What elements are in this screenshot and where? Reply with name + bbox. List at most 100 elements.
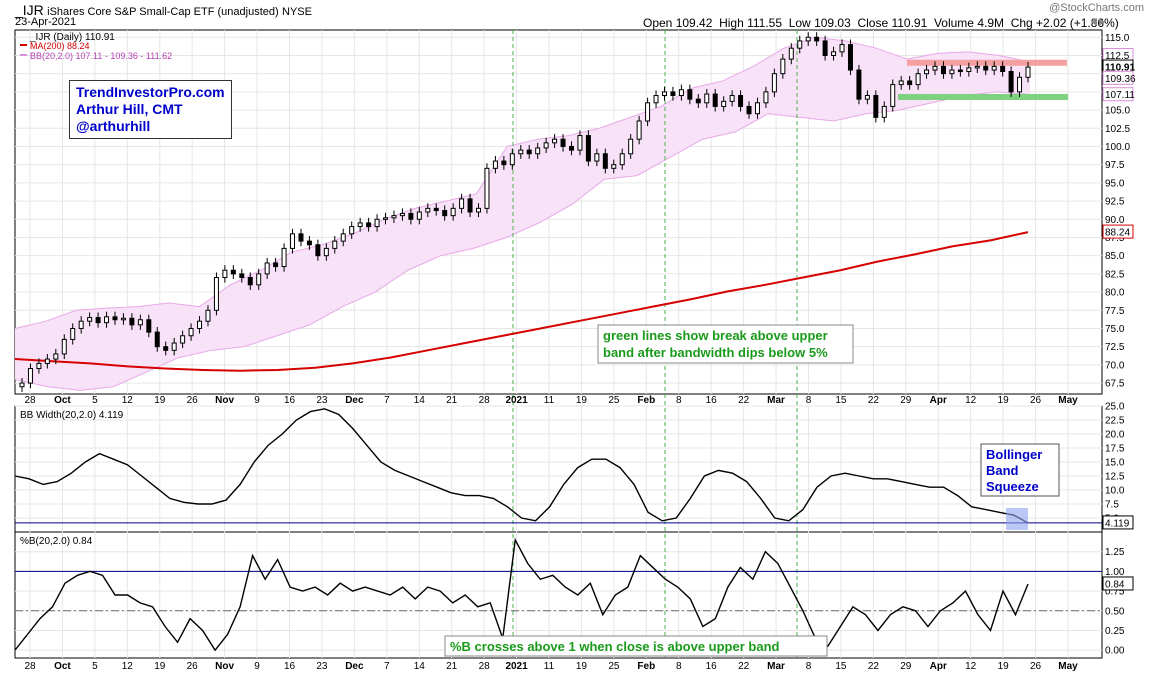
x-tick-label: 8 <box>676 661 682 672</box>
candle-body <box>940 65 946 75</box>
candle-body <box>366 222 372 228</box>
badge-bb-mid-box <box>1102 70 1134 85</box>
candle-body <box>983 65 989 71</box>
x-tick-label: 26 <box>1030 661 1042 672</box>
candle-body <box>890 84 896 107</box>
x-tick-label: 12 <box>122 661 134 672</box>
candle-body <box>171 342 177 351</box>
y-tick-label: 10.0 <box>1105 486 1125 497</box>
y-tick-label: 0.25 <box>1105 626 1125 637</box>
candle-body <box>467 198 473 213</box>
candle-body <box>112 316 118 321</box>
x-tick-label: 5 <box>92 395 98 406</box>
x-tick-label: Nov <box>215 661 234 672</box>
y-tick-label: 20.0 <box>1105 430 1125 441</box>
squeeze-line3: Squeeze <box>986 479 1039 494</box>
x-tick-label: 28 <box>479 661 491 672</box>
legend-bbwidth: BB Width(20,2.0) 4.119 <box>20 410 124 421</box>
candle-body <box>526 149 532 155</box>
pctb-panel-frame <box>14 531 1103 659</box>
candle-body <box>509 153 515 166</box>
candle-body <box>433 207 439 212</box>
candle-body <box>1000 65 1006 72</box>
candle-body <box>611 164 617 169</box>
candle-body <box>577 135 583 151</box>
x-tick-label: Nov <box>215 395 234 406</box>
squeeze-box: Bollinger Band Squeeze <box>980 443 1060 497</box>
x-tick-label: May <box>1058 395 1078 406</box>
y-tick-label: 72.5 <box>1105 342 1125 353</box>
y-tick-label: 92.5 <box>1105 197 1125 208</box>
candle-body <box>281 247 287 268</box>
y-tick-label: 7.5 <box>1105 500 1119 511</box>
candle-body <box>492 160 498 169</box>
security-name: iShares Core S&P Small-Cap ETF (unadjust… <box>47 6 279 18</box>
support-zone <box>898 93 1068 100</box>
candle-body <box>560 138 566 147</box>
candle-body <box>95 317 101 324</box>
candle-body <box>213 277 219 311</box>
pctb-note: %B crosses above 1 when close is above u… <box>450 639 780 654</box>
badge-price: 110.91 <box>1105 63 1135 74</box>
x-tick-label: 25 <box>608 395 620 406</box>
brand-author: Arthur Hill, CMT <box>76 101 183 117</box>
candle-body <box>839 44 845 53</box>
candle-body <box>154 331 160 348</box>
scroll-arrows-icon[interactable] <box>1090 17 1106 27</box>
candle-body <box>239 273 245 279</box>
y-tick-label: 0.00 <box>1105 646 1125 657</box>
candle-body <box>1017 76 1023 93</box>
candle-body <box>53 353 59 360</box>
candle-body <box>425 207 431 213</box>
y-tick-label: 102.5 <box>1105 124 1130 135</box>
exchange: NYSE <box>282 6 312 18</box>
x-tick-label: 2021 <box>505 661 528 672</box>
x-tick-label: 7 <box>384 661 390 672</box>
badge-pctb-box <box>1102 576 1134 591</box>
candle-body <box>357 222 363 228</box>
candle-body <box>915 73 921 86</box>
x-tick-label: 19 <box>154 661 166 672</box>
candle-body <box>585 135 591 162</box>
green-note-box: green lines show break above upper band … <box>597 324 854 364</box>
y-tick-label: 95.0 <box>1105 178 1125 189</box>
candle-body <box>87 317 93 322</box>
candle-body <box>146 319 152 333</box>
candle-body <box>188 327 194 337</box>
candle-body <box>949 69 955 75</box>
candle-body <box>594 153 600 162</box>
candle-body <box>831 51 837 56</box>
candle-body <box>44 358 50 364</box>
x-tick-label: 16 <box>284 661 296 672</box>
candle-body <box>619 153 625 166</box>
candle-body <box>459 198 465 209</box>
candle-body <box>501 160 507 166</box>
candle-body <box>788 47 794 60</box>
x-tick-label: 8 <box>676 395 682 406</box>
x-tick-label: Apr <box>930 661 947 672</box>
x-tick-label: 16 <box>284 395 296 406</box>
legend-bb: BB(20,2.0) 107.11 - 109.36 - 111.62 <box>30 51 172 61</box>
candle-body <box>1025 66 1031 78</box>
x-tick-label: 16 <box>706 395 718 406</box>
x-tick-label: Apr <box>930 395 947 406</box>
candle-body <box>636 120 642 140</box>
candle-body <box>543 142 549 149</box>
y-tick-label: 67.5 <box>1105 379 1125 390</box>
candle-body <box>484 167 490 209</box>
x-tick-label: 25 <box>608 661 620 672</box>
x-tick-label: 21 <box>446 661 458 672</box>
x-tick-label: 22 <box>738 395 750 406</box>
candle-body <box>907 80 913 86</box>
x-tick-label: Mar <box>767 661 785 672</box>
candle-body <box>27 368 33 384</box>
legend-pctb: %B(20,2.0) 0.84 <box>20 536 93 547</box>
candle-body <box>340 233 346 242</box>
candle-body <box>991 65 997 71</box>
candle-body <box>873 95 879 118</box>
candle-body <box>332 240 338 249</box>
candle-body <box>746 105 752 115</box>
candle-body <box>695 98 701 104</box>
bollinger-band-fill <box>15 37 1030 391</box>
